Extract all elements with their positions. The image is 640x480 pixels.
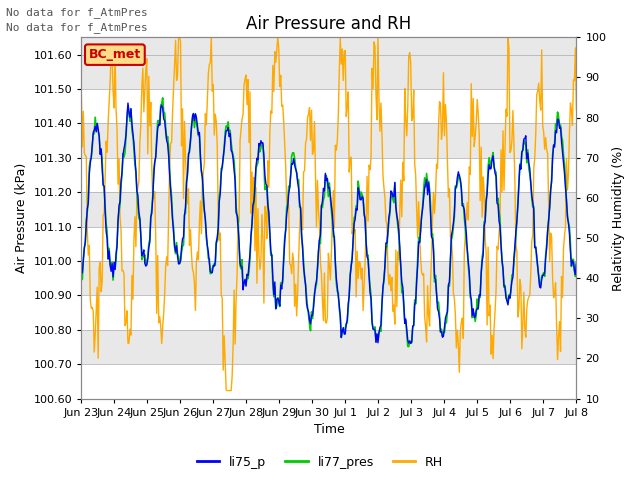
Y-axis label: Relativity Humidity (%): Relativity Humidity (%) (612, 145, 625, 290)
Text: No data for f_AtmPres: No data for f_AtmPres (6, 22, 148, 33)
Text: No data for f_AtmPres: No data for f_AtmPres (6, 7, 148, 18)
Title: Air Pressure and RH: Air Pressure and RH (246, 15, 412, 33)
Text: BC_met: BC_met (89, 48, 141, 61)
Y-axis label: Air Pressure (kPa): Air Pressure (kPa) (15, 163, 28, 273)
Bar (81, 89, 577, 123)
Legend: li75_p, li77_pres, RH: li75_p, li77_pres, RH (192, 451, 448, 474)
Bar (81, 295, 577, 330)
Bar (81, 158, 577, 192)
X-axis label: Time: Time (314, 423, 344, 436)
Bar (81, 227, 577, 261)
Bar (81, 364, 577, 398)
